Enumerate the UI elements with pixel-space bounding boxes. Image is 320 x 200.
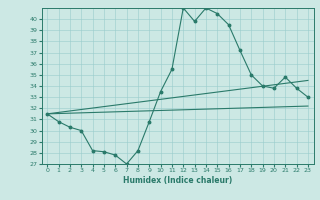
X-axis label: Humidex (Indice chaleur): Humidex (Indice chaleur) (123, 176, 232, 185)
